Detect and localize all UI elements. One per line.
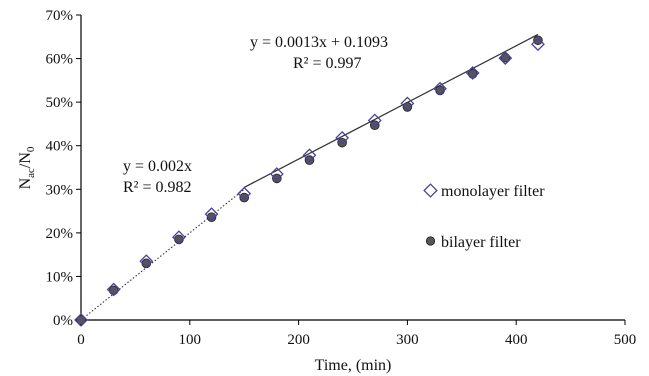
legend: monolayer filter bilayer filter: [423, 183, 545, 251]
y-axis-title-slash: /N: [17, 152, 34, 168]
monolayer-point: [106, 282, 121, 297]
y-tick-label: 20%: [46, 226, 74, 242]
y-tick-label: 10%: [46, 269, 74, 285]
monolayer-point: [172, 230, 186, 245]
x-tick-label: 500: [614, 332, 637, 348]
monolayer-point: [367, 113, 382, 128]
bilayer-point: [369, 120, 380, 131]
monolayer-point: [204, 207, 219, 222]
trendline-1: [80, 188, 245, 321]
axes: [80, 15, 625, 321]
monolayer-point: [531, 37, 545, 52]
monolayer-point: [237, 186, 252, 201]
legend-label-bilayer: bilayer filter: [441, 234, 521, 251]
bilayer-point: [435, 85, 445, 96]
bilayer-point: [337, 137, 347, 148]
bilayer-point: [272, 173, 282, 184]
monolayer-point: [465, 66, 480, 80]
fit1-r-squared: R² = 0.982: [123, 179, 192, 196]
fit2-r-squared: R² = 0.997: [293, 55, 362, 72]
x-tick-label: 0: [77, 332, 85, 348]
bilayer-point: [533, 35, 543, 46]
trendlines: [80, 33, 539, 321]
legend-marker-monolayer: [423, 183, 438, 198]
monolayer-point: [269, 167, 284, 181]
x-axis-title: Time, (min): [315, 357, 392, 374]
legend-marker-bilayer: [425, 236, 436, 246]
bilayer-point: [500, 52, 511, 63]
y-tick-label: 70%: [46, 8, 74, 24]
fit1-equation: y = 0.002x: [123, 158, 192, 175]
monolayer-point: [302, 148, 317, 163]
bilayer-point: [402, 102, 413, 112]
fit2-equation: y = 0.0013x + 0.1093: [250, 34, 388, 51]
x-tick-label: 200: [287, 332, 310, 348]
y-tick-label: 50%: [46, 95, 74, 111]
y-tick-label: 30%: [46, 182, 74, 198]
y-axis-title-main: N: [17, 177, 34, 189]
y-axis-title: Nac/N0: [17, 146, 37, 189]
axis-ticks: [76, 14, 626, 325]
y-axis-title-sub1: ac: [25, 168, 37, 178]
legend-label-monolayer: monolayer filter: [441, 183, 545, 200]
y-tick-label: 0%: [53, 313, 73, 329]
tick-labels: 0 100 200 300 400 500 0% 10% 20% 30% 40% 50% 60% 70%: [46, 8, 637, 348]
bilayer-point: [206, 212, 217, 222]
y-axis-title-sub2: 0: [25, 146, 37, 152]
monolayer-point: [433, 81, 447, 96]
y-tick-label: 60%: [46, 52, 74, 68]
y-tick-label: 40%: [46, 139, 74, 155]
monolayer-point: [400, 96, 415, 111]
monolayer-point: [74, 313, 88, 327]
trendline-2: [243, 33, 539, 188]
x-tick-label: 300: [396, 332, 419, 348]
x-tick-label: 400: [505, 332, 528, 348]
data-points: [74, 35, 545, 327]
bilayer-point: [76, 315, 86, 325]
monolayer-point: [498, 51, 513, 66]
bilayer-point: [304, 155, 315, 165]
monolayer-point: [139, 254, 154, 269]
x-tick-label: 100: [179, 332, 202, 348]
bilayer-point: [239, 192, 250, 203]
monolayer-point: [335, 130, 350, 145]
